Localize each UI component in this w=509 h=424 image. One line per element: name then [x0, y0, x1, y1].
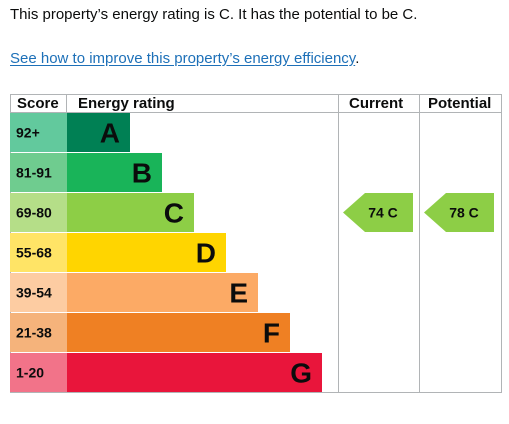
band-letter-e: E	[229, 278, 248, 309]
band-bar-g	[67, 353, 322, 392]
header-potential: Potential	[428, 95, 491, 112]
header-score: Score	[17, 95, 59, 112]
improve-period: .	[355, 50, 360, 67]
band-score-e: 39-54	[16, 285, 52, 301]
rating-bands: 92+ A 81-91 B 69-80 C 55-68 D 39-54 E 21-38 F 1-20 G	[10, 113, 322, 392]
band-score-cell-e	[10, 273, 67, 312]
band-bar-a	[67, 113, 130, 152]
band-letter-g: G	[290, 358, 312, 389]
band-score-cell-b	[10, 153, 67, 192]
improve-efficiency-link[interactable]: See how to improve this property’s energ…	[10, 50, 356, 67]
header-energy-rating: Energy rating	[78, 95, 175, 112]
band-score-b: 81-91	[16, 165, 52, 181]
band-letter-a: A	[100, 118, 120, 149]
band-letter-d: D	[196, 238, 216, 269]
potential-rating-label: 78 C	[449, 205, 479, 221]
band-score-f: 21-38	[16, 325, 52, 341]
band-score-g: 1-20	[16, 365, 44, 381]
current-rating-label: 74 C	[368, 205, 398, 221]
band-bar-f	[67, 313, 290, 352]
band-score-cell-a	[10, 113, 67, 152]
band-bar-e	[67, 273, 258, 312]
current-rating-arrow	[343, 193, 413, 232]
rating-indicators: 74 C 78 C	[343, 193, 494, 232]
band-letter-b: B	[132, 158, 152, 189]
improve-efficiency-line: See how to improve this property’s energ…	[10, 49, 359, 69]
header-current: Current	[349, 95, 403, 112]
band-score-c: 69-80	[16, 205, 52, 221]
band-score-cell-g	[10, 353, 67, 392]
band-bar-b	[67, 153, 162, 192]
band-bar-c	[67, 193, 194, 232]
band-bar-d	[67, 233, 226, 272]
band-score-d: 55-68	[16, 245, 52, 261]
band-score-cell-f	[10, 313, 67, 352]
energy-rating-summary: This property’s energy rating is C. It h…	[10, 6, 418, 23]
band-letter-f: F	[263, 318, 280, 349]
band-score-cell-d	[10, 233, 67, 272]
band-score-cell-c	[10, 193, 67, 232]
potential-rating-arrow	[424, 193, 494, 232]
band-score-a: 92+	[16, 125, 40, 141]
band-letter-c: C	[164, 198, 184, 229]
